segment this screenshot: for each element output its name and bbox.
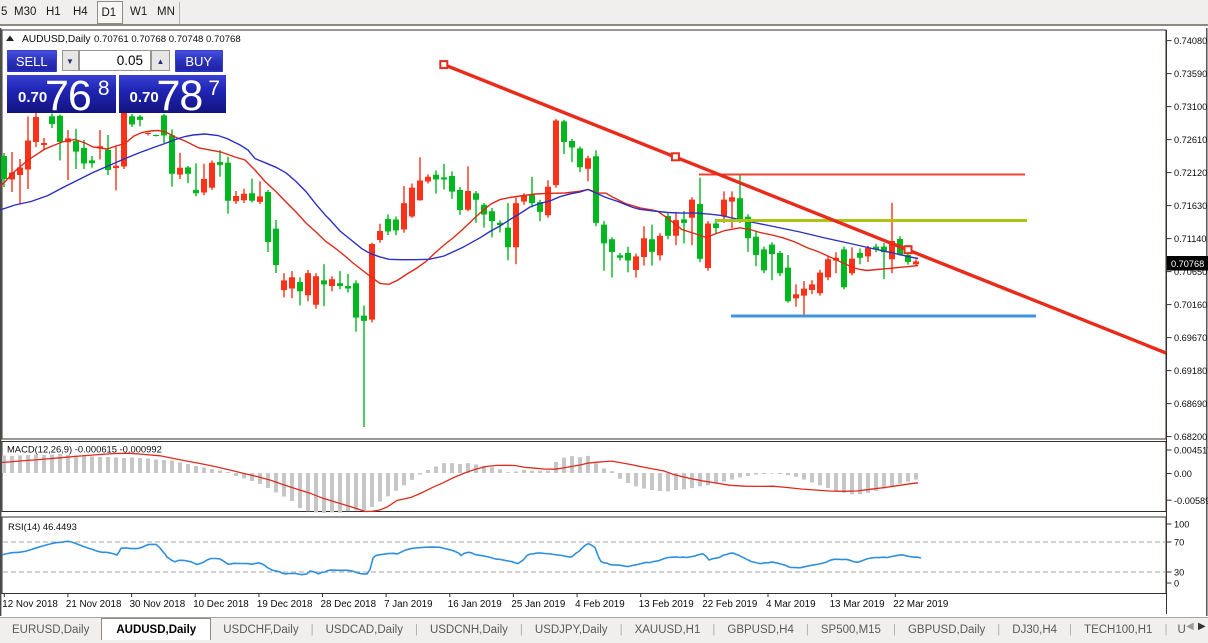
svg-text:12 Nov 2018: 12 Nov 2018 [2,599,58,610]
svg-text:0.73590: 0.73590 [1174,69,1207,79]
svg-text:0.68200: 0.68200 [1174,432,1207,442]
svg-text:0.70768: 0.70768 [1171,259,1204,269]
svg-text:0.70650: 0.70650 [1174,267,1207,277]
svg-text:7 Jan 2019: 7 Jan 2019 [384,599,432,610]
svg-text:RSI(14) 46.4493: RSI(14) 46.4493 [8,521,77,532]
svg-text:0.71140: 0.71140 [1174,234,1207,244]
svg-text:0.71630: 0.71630 [1174,201,1207,211]
svg-text:4 Mar 2019: 4 Mar 2019 [766,599,816,610]
svg-text:22 Feb 2019: 22 Feb 2019 [702,599,757,610]
svg-text:0.004517: 0.004517 [1174,446,1208,456]
svg-text:13 Feb 2019: 13 Feb 2019 [639,599,694,610]
svg-text:0.74080: 0.74080 [1174,36,1207,46]
svg-text:0.68690: 0.68690 [1174,399,1207,409]
svg-text:-0.005899: -0.005899 [1174,496,1208,506]
svg-text:21 Nov 2018: 21 Nov 2018 [66,599,122,610]
svg-text:0.69670: 0.69670 [1174,333,1207,343]
svg-text:0.00: 0.00 [1174,469,1192,479]
svg-text:16 Jan 2019: 16 Jan 2019 [448,599,502,610]
svg-text:13 Mar 2019: 13 Mar 2019 [830,599,885,610]
svg-text:0.73100: 0.73100 [1174,102,1207,112]
svg-text:28 Dec 2018: 28 Dec 2018 [321,599,377,610]
svg-text:0.70160: 0.70160 [1174,300,1207,310]
svg-text:MACD(12,26,9) -0.000615 -0.000: MACD(12,26,9) -0.000615 -0.000992 [7,444,162,455]
svg-text:25 Jan 2019: 25 Jan 2019 [511,599,565,610]
svg-text:70: 70 [1174,538,1184,548]
svg-text:22 Mar 2019: 22 Mar 2019 [893,599,948,610]
svg-text:10 Dec 2018: 10 Dec 2018 [193,599,249,610]
svg-text:0.72610: 0.72610 [1174,135,1207,145]
svg-text:AUDUSD,Daily: AUDUSD,Daily [22,34,91,45]
svg-text:100: 100 [1174,520,1189,530]
svg-text:30: 30 [1174,568,1184,578]
svg-text:4 Feb 2019: 4 Feb 2019 [575,599,625,610]
svg-text:19 Dec 2018: 19 Dec 2018 [257,599,313,610]
svg-text:0.69180: 0.69180 [1174,366,1207,376]
svg-text:0.70761 0.70768 0.70748 0.7076: 0.70761 0.70768 0.70748 0.70768 [94,34,241,45]
svg-text:0.72120: 0.72120 [1174,168,1207,178]
svg-text:0: 0 [1174,579,1179,589]
svg-text:30 Nov 2018: 30 Nov 2018 [130,599,186,610]
